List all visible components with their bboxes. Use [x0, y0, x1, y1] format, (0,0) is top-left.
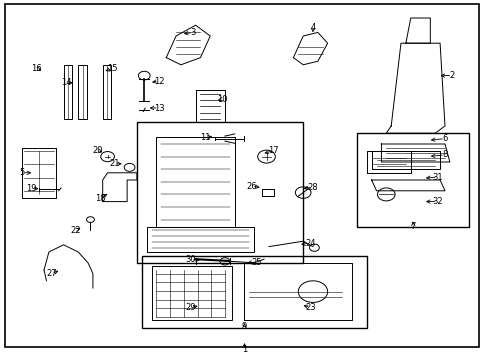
Text: 17: 17 [268, 146, 279, 155]
Bar [151, 266, 232, 320]
Text: 19: 19 [26, 184, 37, 193]
Text: 13: 13 [153, 104, 164, 113]
Text: 29: 29 [185, 303, 196, 312]
Text: 32: 32 [431, 197, 442, 206]
Bar [137, 122, 303, 263]
Text: 21: 21 [109, 159, 120, 168]
Bar [356, 133, 468, 227]
Text: 18: 18 [95, 194, 105, 202]
Text: 25: 25 [251, 258, 262, 266]
Text: 31: 31 [431, 173, 442, 182]
Text: 22: 22 [70, 226, 81, 235]
Text: 1: 1 [242, 346, 246, 354]
Text: 27: 27 [46, 269, 57, 278]
Text: 28: 28 [307, 183, 318, 192]
Text: 14: 14 [61, 78, 71, 87]
Text: 15: 15 [107, 64, 118, 73]
Text: 2: 2 [449, 71, 454, 80]
Text: 23: 23 [305, 303, 315, 312]
Bar [78, 65, 87, 119]
Text: 3: 3 [190, 28, 195, 37]
Text: 9: 9 [242, 323, 246, 331]
Text: 16: 16 [31, 64, 42, 73]
Text: 7: 7 [410, 222, 415, 231]
Bar [63, 65, 72, 119]
Text: 26: 26 [246, 182, 257, 191]
Text: 5: 5 [20, 168, 24, 177]
Bar [142, 256, 366, 328]
Text: 20: 20 [92, 146, 103, 155]
Text: 12: 12 [153, 77, 164, 86]
Text: 24: 24 [305, 239, 315, 248]
Text: 4: 4 [310, 23, 315, 32]
Text: 6: 6 [442, 134, 447, 143]
Text: 10: 10 [217, 95, 227, 104]
Bar [102, 65, 111, 119]
Text: 30: 30 [185, 256, 196, 264]
Text: 11: 11 [200, 133, 210, 142]
Text: 8: 8 [442, 150, 447, 159]
